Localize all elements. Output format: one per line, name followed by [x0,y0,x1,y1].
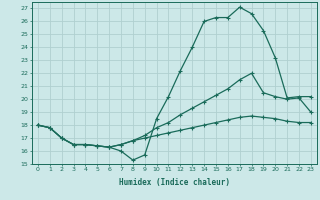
X-axis label: Humidex (Indice chaleur): Humidex (Indice chaleur) [119,178,230,187]
